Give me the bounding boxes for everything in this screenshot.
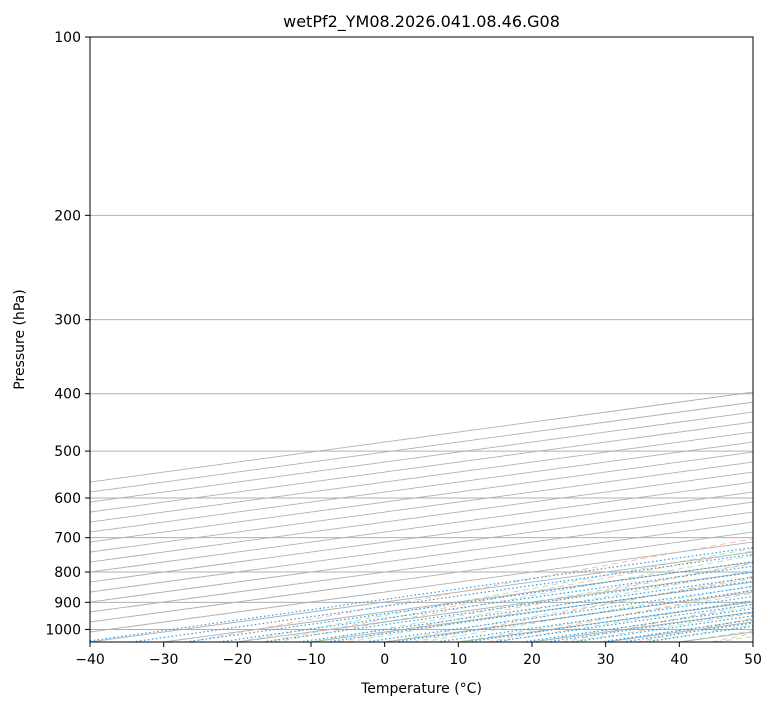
moist-adiabat	[274, 555, 753, 642]
y-tick-label: 300	[54, 313, 81, 329]
dry-adiabat	[487, 589, 753, 642]
x-tick-label: 50	[744, 652, 762, 668]
isotherm-line	[90, 531, 753, 623]
y-tick-label: 700	[54, 531, 81, 547]
mixing-ratio-line	[326, 580, 753, 642]
x-tick-label: −30	[149, 652, 179, 668]
isotherm-line	[90, 541, 753, 633]
mixing-ratio-line	[546, 611, 753, 642]
moist-adiabat	[310, 562, 753, 642]
isotherm-line	[90, 491, 753, 583]
moist-adiabat	[679, 630, 753, 642]
dry-adiabat	[636, 617, 753, 642]
x-tick-label: 0	[380, 652, 389, 668]
x-axis-label: Temperature (°C)	[360, 681, 482, 697]
mixing-ratio-line	[492, 603, 753, 642]
x-tick-label: 40	[670, 652, 688, 668]
y-tick-label: 800	[54, 565, 81, 581]
isotherm-line	[310, 581, 753, 642]
x-tick-label: 30	[597, 652, 615, 668]
isotherm-line	[90, 481, 753, 573]
y-tick-label: 500	[54, 444, 81, 460]
y-tick-label: 400	[54, 387, 81, 403]
y-tick-label: 1000	[45, 622, 81, 638]
isotherm-line	[90, 461, 753, 553]
isotherm-line	[90, 521, 753, 613]
y-axis-label: Pressure (hPa)	[12, 289, 28, 389]
plot-frame	[89, 36, 754, 643]
y-tick-label: 200	[54, 208, 81, 224]
x-tick-label: 10	[449, 652, 467, 668]
mixing-ratio-line	[185, 561, 753, 642]
moist-adiabat	[347, 570, 753, 642]
x-tick-label: −20	[223, 652, 253, 668]
dry-adiabat	[711, 632, 753, 642]
x-tick-label: 20	[523, 652, 541, 668]
isotherm-line	[90, 471, 753, 563]
mixing-ratio-line	[394, 590, 753, 642]
moist-adiabat	[531, 606, 753, 642]
isotherm-line	[531, 611, 753, 642]
y-tick-label: 600	[54, 491, 81, 507]
isotherm-line	[384, 591, 753, 642]
mixing-ratio-line	[299, 576, 753, 642]
mixing-ratio-line	[365, 585, 753, 642]
isotherm-line	[90, 501, 753, 593]
mixing-ratio-line	[90, 546, 753, 642]
y-tick-label: 900	[54, 595, 81, 611]
isotherm-line	[752, 641, 753, 642]
x-tick-label: −10	[296, 652, 326, 668]
moist-adiabat	[642, 624, 753, 642]
moist-adiabat	[421, 585, 753, 642]
chart-title: wetPf2_YM08.2026.041.08.46.G08	[283, 12, 560, 32]
y-tick-label: 100	[54, 30, 81, 46]
dry-adiabat	[263, 550, 753, 642]
isotherm-line	[90, 451, 753, 543]
isotherm-line	[90, 551, 753, 642]
moist-adiabat	[568, 612, 753, 642]
isotherm-line	[679, 631, 753, 642]
moist-adiabat	[716, 636, 753, 642]
x-tick-label: −40	[75, 652, 105, 668]
dry-adiabat	[338, 562, 753, 642]
isotherm-line	[90, 511, 753, 603]
moist-adiabat	[384, 577, 753, 642]
dry-adiabat	[562, 603, 753, 642]
